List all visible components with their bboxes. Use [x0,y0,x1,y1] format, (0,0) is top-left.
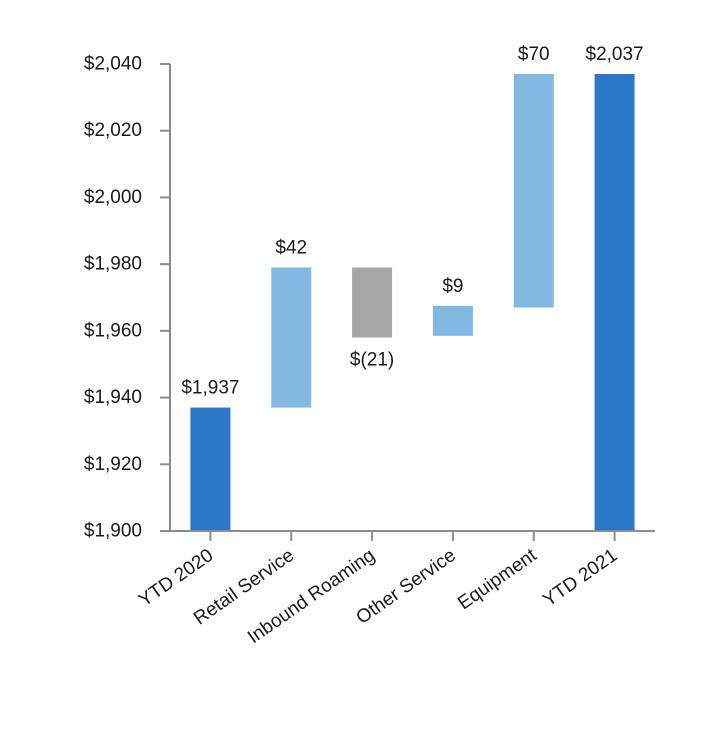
data-labels: $1,937 $42 $(21) $9 $70 $2,037 [181,44,643,399]
x-axis-ticks [209,531,616,541]
bar-ytd-2020 [190,407,231,531]
x-category-label: YTD 2021 [539,545,621,611]
bar-retail-service [271,267,312,408]
data-label: $42 [275,237,307,258]
y-tick-label: $1,960 [84,320,142,341]
y-tick-label: $2,000 [84,187,142,208]
y-tick-label: $1,900 [84,521,142,542]
bar-ytd-2021 [594,74,635,531]
y-tick-label: $1,920 [84,454,142,475]
data-label: $9 [442,276,463,297]
y-axis-ticks: $1,900 $1,920 $1,940 $1,960 $1,980 $2,000 $2,0… [84,54,170,542]
y-tick-label: $1,940 [84,387,142,408]
bar-equipment [513,74,554,308]
data-label: $2,037 [586,44,644,65]
data-label: $1,937 [181,378,239,399]
bars [190,74,635,531]
data-label: $(21) [350,350,394,371]
y-tick-label: $2,040 [84,54,142,75]
bar-inbound-roaming [352,267,393,338]
data-label: $70 [518,44,550,65]
y-tick-label: $2,020 [84,120,142,141]
x-category-label: Equipment [454,544,541,614]
y-tick-label: $1,980 [84,254,142,275]
bar-other-service [432,305,473,336]
